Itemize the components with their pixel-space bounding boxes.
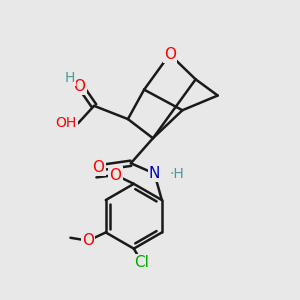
Text: O: O xyxy=(164,47,176,62)
Text: Cl: Cl xyxy=(135,255,149,270)
Text: OH: OH xyxy=(55,116,76,130)
Text: H: H xyxy=(64,71,75,85)
Text: O: O xyxy=(92,160,104,175)
Text: O: O xyxy=(73,79,85,94)
Text: O: O xyxy=(110,167,122,182)
Text: ·H: ·H xyxy=(169,167,184,181)
Text: N: N xyxy=(149,166,160,181)
Text: O: O xyxy=(82,233,94,248)
